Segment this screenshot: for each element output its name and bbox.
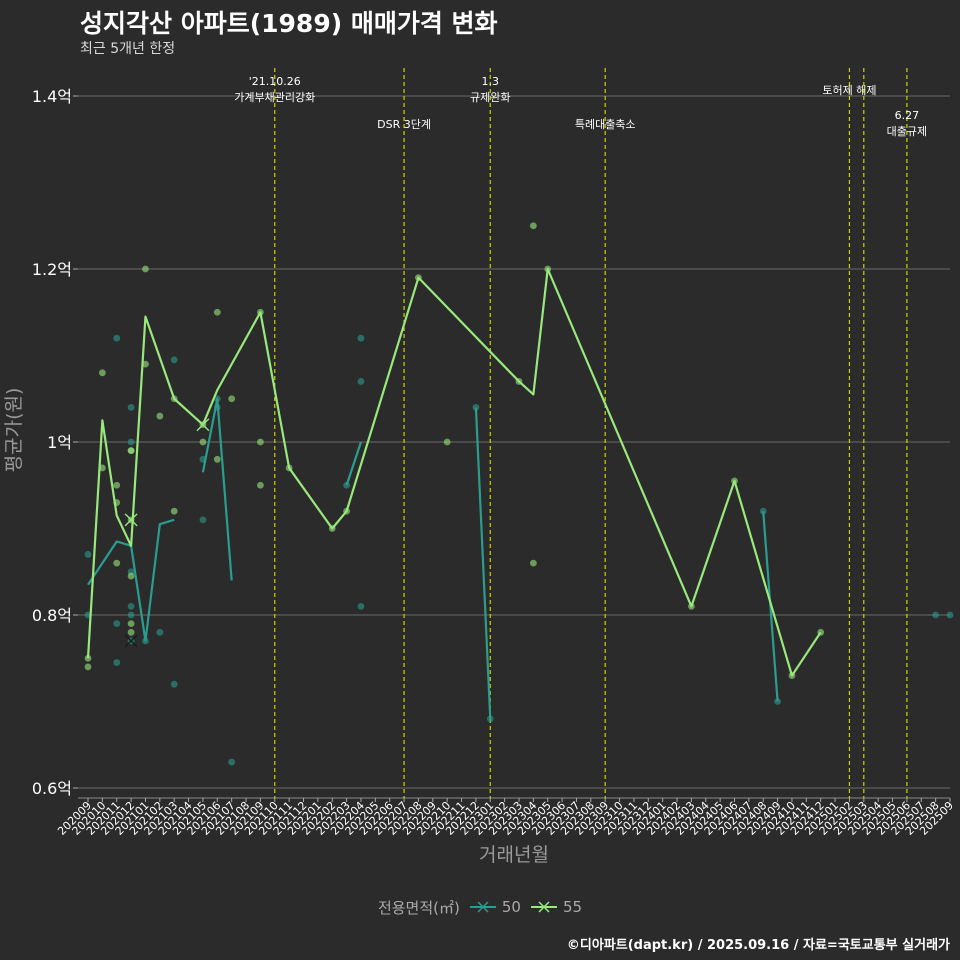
data-point-50 bbox=[127, 611, 135, 619]
data-point-55 bbox=[199, 438, 207, 446]
data-point-55 bbox=[529, 222, 537, 230]
event-label: 1.3 bbox=[482, 75, 500, 88]
y-tick-label: 0.6억 bbox=[32, 779, 72, 798]
legend-key-55 bbox=[530, 901, 557, 913]
y-tick-label: 1억 bbox=[47, 433, 72, 452]
data-point-55 bbox=[113, 559, 121, 567]
data-point-55 bbox=[84, 663, 92, 671]
series-line-50 bbox=[201, 397, 233, 581]
data-point-55 bbox=[127, 620, 135, 628]
cross-marker-50 bbox=[124, 634, 138, 648]
data-point-55 bbox=[142, 265, 149, 273]
data-point-50 bbox=[170, 356, 178, 364]
data-point-50 bbox=[946, 611, 954, 619]
data-point-55 bbox=[257, 438, 264, 446]
series-line-50 bbox=[474, 407, 492, 719]
source-footer: ©디아파트(dapt.kr) / 2025.09.16 / 자료=국토교통부 실… bbox=[566, 938, 950, 953]
y-tick-label: 1.2억 bbox=[32, 260, 72, 279]
data-point-50 bbox=[113, 620, 121, 628]
x-axis-title: 거래년월 bbox=[479, 844, 549, 866]
event-label: '21.10.26 bbox=[249, 75, 301, 88]
y-tick-label: 1.4억 bbox=[32, 87, 72, 106]
data-point-50 bbox=[199, 516, 207, 524]
data-point-50 bbox=[759, 507, 767, 515]
data-point-55 bbox=[127, 447, 135, 455]
data-point-50 bbox=[357, 602, 365, 610]
data-point-55 bbox=[170, 507, 178, 515]
y-tick-label: 0.8억 bbox=[32, 606, 72, 625]
y-axis-title: 평균가(원) bbox=[3, 388, 25, 473]
event-label: 대출규제 bbox=[887, 125, 927, 138]
event-label: DSR 3단계 bbox=[377, 118, 431, 131]
data-point-50 bbox=[156, 628, 164, 636]
legend-label-50: 50 bbox=[501, 898, 521, 916]
data-point-55 bbox=[228, 395, 236, 403]
data-point-50 bbox=[357, 334, 365, 342]
data-point-55 bbox=[257, 481, 264, 489]
data-point-55 bbox=[529, 559, 537, 567]
cross-marker-55 bbox=[196, 418, 210, 432]
data-point-50 bbox=[113, 334, 121, 342]
series-line-55 bbox=[86, 267, 822, 677]
data-point-50 bbox=[127, 438, 135, 446]
chart-title: 성지각산 아파트(1989) 매매가격 변화 bbox=[80, 9, 498, 38]
data-point-50 bbox=[357, 378, 365, 385]
event-label: 토허제 해제 bbox=[822, 83, 876, 97]
event-label: 규제완화 bbox=[470, 91, 510, 104]
legend-item-50: 50 bbox=[468, 898, 521, 916]
legend-item-55: 55 bbox=[529, 898, 582, 916]
data-point-55 bbox=[213, 455, 221, 463]
data-point-50 bbox=[84, 551, 92, 558]
data-point-55 bbox=[98, 369, 106, 377]
data-point-55 bbox=[127, 572, 135, 580]
data-point-55 bbox=[213, 308, 221, 316]
data-point-50 bbox=[170, 680, 178, 688]
data-point-50 bbox=[228, 758, 236, 766]
data-point-55 bbox=[142, 360, 149, 368]
data-point-55 bbox=[127, 628, 135, 636]
data-point-50 bbox=[932, 611, 940, 619]
data-point-50 bbox=[127, 404, 135, 411]
event-label: 6.27 bbox=[895, 109, 920, 122]
series-line-50 bbox=[345, 441, 363, 486]
data-point-55 bbox=[156, 412, 164, 420]
event-label: 가계부채관리강화 bbox=[234, 91, 315, 104]
data-point-55 bbox=[113, 481, 121, 489]
legend-label-55: 55 bbox=[562, 898, 583, 916]
data-point-50 bbox=[127, 602, 135, 610]
series-line-50 bbox=[87, 518, 175, 643]
data-point-50 bbox=[113, 659, 121, 666]
legend: 전용면적(㎡) 50 55 bbox=[0, 895, 960, 919]
data-point-55 bbox=[443, 438, 451, 446]
legend-title: 전용면적(㎡) bbox=[377, 898, 460, 917]
event-label: 특례대출축소 bbox=[575, 118, 636, 131]
legend-key-50 bbox=[469, 901, 496, 913]
cross-marker-55 bbox=[124, 513, 138, 527]
chart-subtitle: 최근 5개년 한정 bbox=[80, 41, 176, 57]
